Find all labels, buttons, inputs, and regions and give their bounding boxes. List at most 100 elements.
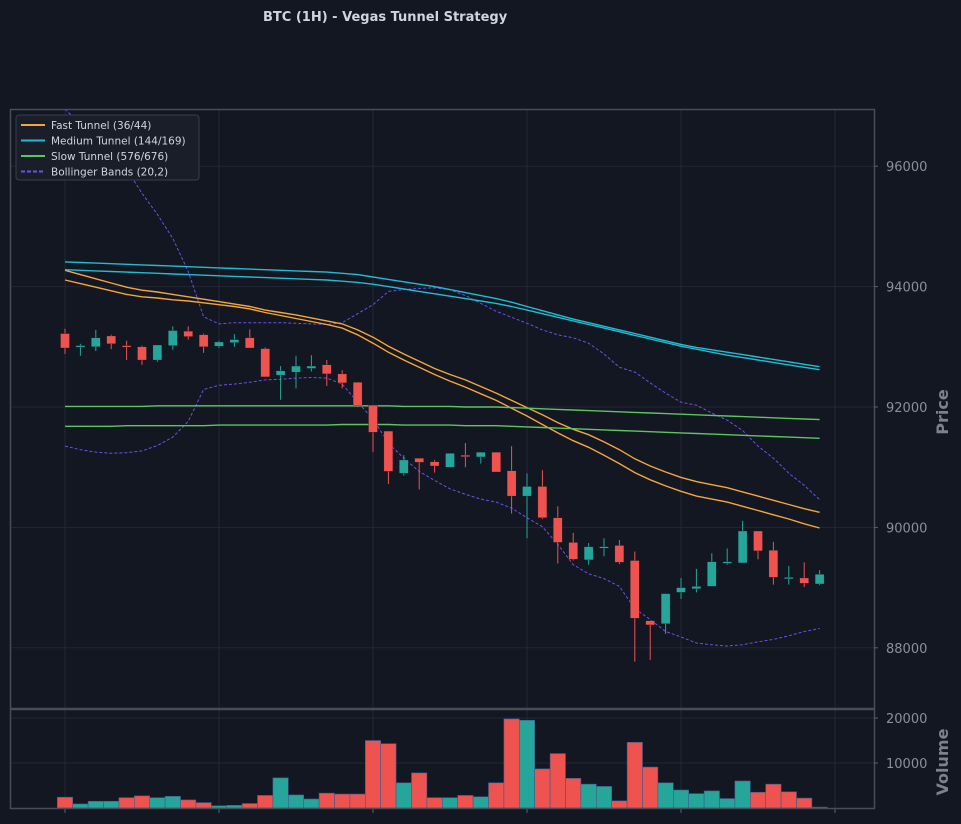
- candle-body: [337, 373, 347, 384]
- series-line: [64, 279, 820, 529]
- volume-bar: [703, 790, 720, 809]
- volume-bar: [441, 797, 458, 809]
- volume-bar: [719, 798, 736, 809]
- volume-panel-border: [9, 708, 876, 810]
- candle-body: [676, 587, 686, 593]
- volume-axis: 10000 20000: [874, 712, 927, 772]
- legend-label: Slow Tunnel (576/676): [51, 151, 168, 163]
- candle-body: [722, 561, 732, 564]
- volume-bar: [734, 780, 751, 809]
- price-tick-label: 92000: [886, 401, 927, 416]
- candle-body: [198, 334, 209, 347]
- candle-body: [183, 330, 193, 337]
- candle-body: [460, 455, 471, 457]
- candle-body: [168, 330, 178, 346]
- volume-bar: [411, 772, 428, 809]
- volume-bar: [642, 766, 659, 809]
- volume-bar: [226, 804, 243, 809]
- volume-bars: [56, 718, 828, 809]
- candle-body: [322, 364, 332, 375]
- volume-bar: [688, 793, 705, 809]
- tunnel-lines: [64, 261, 820, 529]
- volume-bar: [103, 800, 120, 809]
- legend-label: Fast Tunnel (36/44): [51, 120, 151, 132]
- price-axis: 88000 90000 92000 94000 96000: [874, 160, 927, 657]
- volume-bar: [503, 718, 520, 809]
- candle-body: [784, 577, 794, 580]
- x-axis-ticks: [64, 809, 836, 813]
- volume-bar: [56, 796, 73, 809]
- volume-bar: [164, 795, 181, 809]
- price-tick-label: 94000: [886, 281, 927, 296]
- series-line: [65, 423, 820, 439]
- legend-box: [15, 114, 200, 181]
- volume-bar: [380, 743, 397, 809]
- legend: Fast Tunnel (36/44) Medium Tunnel (144/16…: [15, 114, 200, 181]
- candle-body: [137, 346, 147, 361]
- volume-bar: [180, 799, 197, 809]
- candle-body: [91, 337, 101, 347]
- volume-bar: [118, 797, 135, 809]
- volume-bar: [672, 789, 689, 809]
- candle-body: [121, 345, 132, 348]
- candle-body: [352, 382, 363, 406]
- series-line: [64, 261, 820, 368]
- candle-body: [399, 459, 409, 474]
- candle-body: [768, 550, 779, 578]
- volume-bar: [287, 794, 304, 809]
- legend-label: Bollinger Bands (20,2): [51, 167, 168, 179]
- candle-body: [245, 337, 255, 349]
- candle-body: [291, 365, 301, 373]
- volume-bar: [749, 791, 766, 809]
- volume-bar: [426, 797, 443, 809]
- price-axis-label: Price: [933, 389, 952, 435]
- volume-tick-label: 10000: [886, 757, 927, 772]
- volume-bar: [580, 783, 597, 809]
- volume-bar: [318, 792, 335, 809]
- volume-bar: [72, 803, 89, 809]
- candle-body: [660, 593, 671, 624]
- volume-bar: [257, 795, 274, 809]
- volume-bar: [488, 782, 505, 809]
- volume-bar: [395, 782, 412, 809]
- candle-body: [429, 461, 440, 467]
- candle-body: [814, 574, 825, 585]
- volume-bar: [796, 797, 813, 809]
- price-panel-background: [10, 109, 874, 708]
- volume-bar: [626, 741, 643, 809]
- candle-body: [383, 430, 394, 472]
- volume-tick-label: 20000: [886, 712, 927, 727]
- volume-bar: [534, 768, 551, 809]
- candle-body: [707, 561, 717, 587]
- volume-bar: [134, 795, 151, 809]
- legend-label: Medium Tunnel (144/169): [51, 136, 186, 148]
- candle-body: [583, 546, 594, 561]
- volume-bar: [272, 777, 289, 809]
- candle-body: [522, 486, 532, 497]
- candle-body: [799, 577, 809, 584]
- volume-bar: [149, 797, 166, 809]
- price-tick-label: 88000: [886, 642, 927, 657]
- volume-bar: [241, 803, 258, 809]
- candle-body: [553, 517, 563, 543]
- candle-body: [229, 339, 240, 343]
- candle-body: [506, 470, 517, 497]
- candle-body: [737, 530, 748, 564]
- candle-body: [75, 345, 86, 348]
- candle-body: [537, 486, 548, 518]
- volume-bar: [211, 805, 228, 809]
- candle-body: [106, 335, 116, 344]
- price-tick-label: 90000: [886, 521, 927, 536]
- candle-body: [214, 341, 224, 347]
- volume-bar: [611, 800, 628, 809]
- candle-body: [152, 344, 163, 361]
- candle-body: [630, 560, 640, 619]
- chart-title: BTC (1H) - Vegas Tunnel Strategy: [263, 10, 508, 25]
- volume-bar: [334, 793, 351, 809]
- volume-bar: [565, 777, 582, 809]
- candle-body: [275, 370, 286, 376]
- price-panel: 88000 90000 92000 94000 96000 Price: [9, 108, 952, 710]
- volume-bar: [765, 783, 782, 809]
- candle-body: [568, 542, 578, 560]
